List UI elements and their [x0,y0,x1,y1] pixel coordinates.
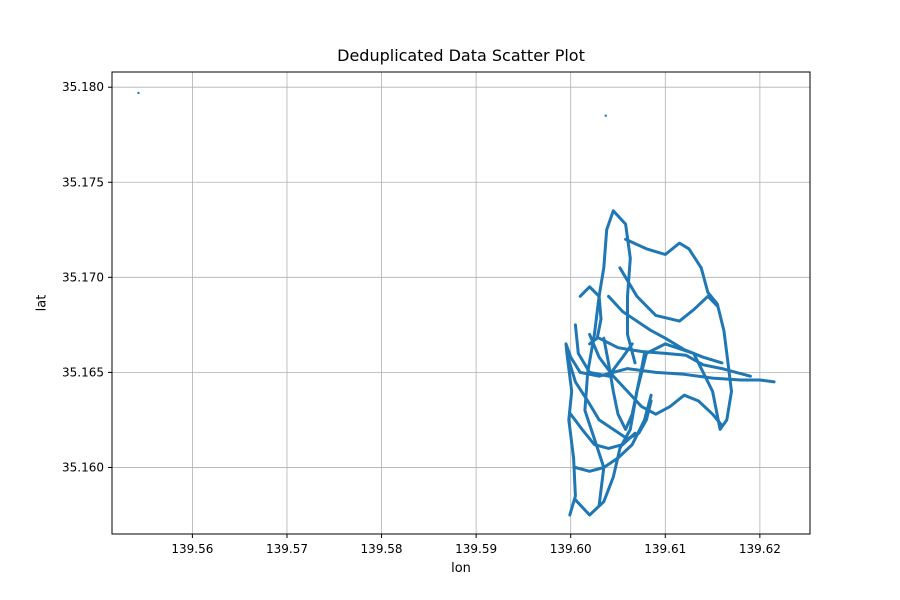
gps-track-points [607,294,724,365]
y-tick-label: 35.170 [62,270,104,284]
data-points [137,91,776,517]
gps-track-points [597,336,752,378]
gps-track-points [618,266,719,323]
y-tick-label: 35.160 [62,460,104,474]
gps-track-points [624,237,733,393]
gps-track-points [578,285,603,346]
x-axis-label: lon [451,561,471,576]
gps-track-points [569,412,637,450]
axes-frame [111,71,811,535]
chart-title: Deduplicated Data Scatter Plot [337,46,585,65]
axis-ticks: 139.56 139.57 139.58 139.59 139.60 139.61 139.… [62,80,781,556]
gps-track-points [573,342,733,517]
x-tick-label: 139.57 [266,542,308,556]
x-tick-label: 139.59 [455,542,497,556]
x-tick-label: 139.61 [644,542,686,556]
gps-track-points [573,323,634,378]
x-tick-label: 139.60 [550,542,592,556]
y-tick-label: 35.165 [62,365,104,379]
x-tick-label: 139.58 [361,542,403,556]
grid-lines [112,72,810,534]
gps-track-points [588,332,724,428]
gps-track-points [583,209,637,507]
x-tick-label: 139.56 [171,542,213,556]
outlier-point [604,114,607,117]
gps-track-points [564,342,776,517]
gps-track-points [573,393,653,473]
outlier-point [137,91,140,95]
x-tick-label: 139.62 [739,542,781,556]
y-tick-label: 35.180 [62,80,104,94]
y-tick-label: 35.175 [62,175,104,189]
